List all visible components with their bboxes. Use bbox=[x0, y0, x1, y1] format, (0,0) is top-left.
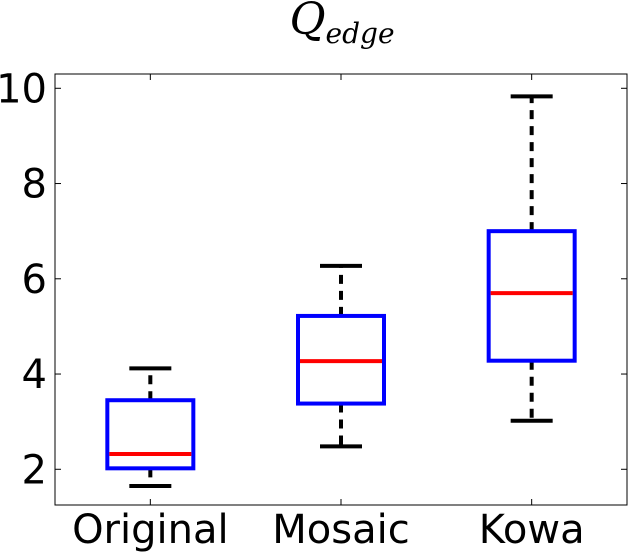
y-tick-label: 6 bbox=[22, 257, 47, 303]
y-tick-label: 4 bbox=[22, 352, 47, 398]
y-tick-label: 8 bbox=[22, 162, 47, 208]
box-original bbox=[105, 398, 196, 471]
box-kowa bbox=[486, 229, 577, 363]
chart-title-main: Q bbox=[289, 0, 325, 45]
y-tick-label: 10 bbox=[0, 66, 47, 112]
y-tick-label: 2 bbox=[22, 447, 47, 493]
x-category-label: Original bbox=[72, 507, 229, 553]
plot-layer: 2 4 6 8 10 Original Mosaic Kowa bbox=[0, 66, 628, 553]
box-mosaic bbox=[296, 313, 386, 406]
x-category-label: Mosaic bbox=[272, 507, 409, 553]
x-category-label: Kowa bbox=[479, 507, 585, 553]
chart-title: Qedge bbox=[289, 0, 394, 50]
chart-title-subscript: edge bbox=[326, 17, 395, 50]
